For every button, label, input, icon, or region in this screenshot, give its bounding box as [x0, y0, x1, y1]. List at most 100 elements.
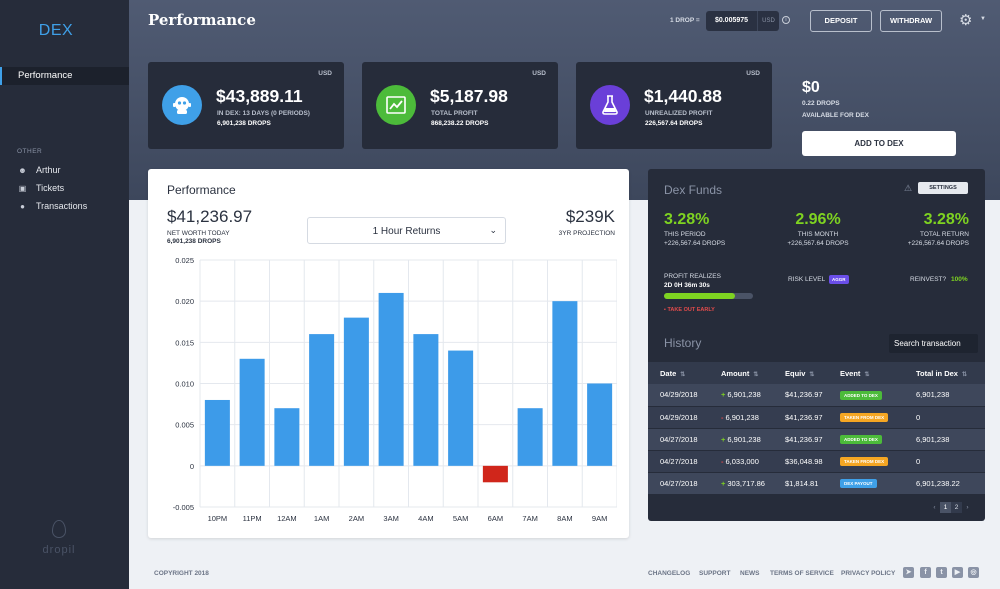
prev-page-icon[interactable]: ‹: [933, 504, 936, 511]
y-tick-label: 0: [190, 462, 194, 471]
sidebar-item-tickets[interactable]: ▣ Tickets: [17, 183, 64, 193]
column-header-date[interactable]: Date ⇅: [648, 362, 709, 384]
rate-label: 1 DROP =: [670, 17, 700, 24]
rate-display: $0.005975 USD: [706, 11, 779, 31]
warning-icon: ⚠: [904, 183, 913, 193]
y-tick-label: 0.005: [175, 421, 194, 430]
sidebar-item-arthur[interactable]: ☻ Arthur: [17, 165, 60, 175]
footer-logo: dropil: [38, 520, 80, 556]
risk-level-badge[interactable]: AGGR: [829, 275, 849, 284]
stat-card-in-dex: USD $43,889.11 IN DEX: 13 DAYS (0 PERIOD…: [148, 62, 344, 149]
facebook-icon[interactable]: f: [920, 567, 931, 578]
settings-button[interactable]: SETTINGS: [918, 182, 968, 194]
funds-stat-pct: 2.96%: [795, 211, 841, 228]
twitter-icon[interactable]: t: [936, 567, 947, 578]
chevron-down-icon[interactable]: ▼: [980, 16, 986, 22]
withdraw-button[interactable]: WITHDRAW: [880, 10, 942, 32]
stat-amount: $43,889.11: [216, 86, 303, 106]
y-tick-label: 0.015: [175, 338, 194, 347]
ticket-icon: ▣: [18, 183, 27, 193]
amount-sign: +: [721, 478, 726, 488]
net-worth-label: NET WORTH TODAY: [167, 230, 230, 237]
cell-event: TAKEN FROM DEX: [828, 406, 904, 429]
search-input[interactable]: [889, 334, 978, 353]
logo-wordmark: dropil: [42, 544, 76, 556]
page-2-button[interactable]: 2: [951, 502, 962, 513]
amount-value: 6,901,238: [727, 434, 761, 444]
trash-icon: ▪: [664, 307, 668, 313]
take-out-early-link[interactable]: ▪ TAKE OUT EARLY: [664, 307, 715, 313]
cell-date: 04/29/2018: [648, 406, 709, 429]
table-row[interactable]: 04/27/2018-6,033,000 $36,048.98 TAKEN FROM…: [648, 450, 985, 473]
robot-icon: [162, 85, 202, 125]
youtube-icon[interactable]: ▶: [952, 567, 963, 578]
cell-date: 04/29/2018: [648, 384, 709, 407]
amount-value: 303,717.86: [727, 478, 765, 488]
cell-equiv: $1,814.81: [773, 472, 828, 495]
x-tick-label: 4AM: [418, 514, 433, 523]
currency-label: USD: [318, 70, 332, 77]
sort-icon: ⇅: [961, 371, 967, 378]
table-row[interactable]: 04/29/2018 +6,901,238 $41,236.97 ADDED TO D…: [648, 384, 985, 407]
bar-1am: [309, 334, 335, 466]
stat-card-unrealized-profit: USD $1,440.88 UNREALIZED PROFIT 226,567.…: [576, 62, 772, 149]
gear-icon[interactable]: ⚙: [959, 12, 973, 29]
add-to-dex-button[interactable]: ADD TO DEX: [802, 131, 956, 156]
stat-label: TOTAL PROFIT: [431, 110, 478, 117]
available-for-dex: $0 0.22 DROPS AVAILABLE FOR DEX: [802, 79, 869, 119]
brand-logo[interactable]: DEX: [38, 22, 74, 39]
column-header-total[interactable]: Total in Dex ⇅: [904, 362, 985, 384]
deposit-button[interactable]: DEPOSIT: [810, 10, 872, 32]
net-worth-drops: 6,901,238 DROPS: [167, 238, 221, 245]
available-amount: $0: [802, 79, 820, 96]
footer-link-news[interactable]: NEWS: [740, 570, 760, 577]
telegram-icon[interactable]: ➤: [903, 567, 914, 578]
user-icon: ☻: [18, 165, 27, 175]
bar-5am: [448, 350, 474, 466]
sidebar-item-transactions[interactable]: ● Transactions: [17, 201, 87, 211]
column-header-equiv[interactable]: Equiv ⇅: [773, 362, 828, 384]
footer-link-changelog[interactable]: CHANGELOG: [648, 570, 691, 577]
stat-drops: 6,901,238 DROPS: [217, 120, 271, 127]
cell-total: 6,901,238: [904, 384, 985, 407]
column-header-event[interactable]: Event ⇅: [828, 362, 904, 384]
instagram-icon[interactable]: ◎: [968, 567, 979, 578]
profit-realizes-label: PROFIT REALIZES: [664, 273, 721, 280]
cell-amount: -6,033,000: [709, 450, 773, 473]
currency-label: USD: [746, 70, 760, 77]
sidebar-item-performance[interactable]: Performance: [0, 67, 129, 85]
returns-select[interactable]: 1 Hour Returns ⌄: [307, 217, 506, 244]
page-1-button[interactable]: 1: [940, 502, 951, 513]
returns-bar-chart: -0.005 0 0.005 0.010 0.015 0.020 0.025 10PM 11PM…: [173, 256, 617, 523]
next-page-icon[interactable]: ›: [966, 504, 969, 511]
currency-label: USD: [532, 70, 546, 77]
footer-link-terms[interactable]: TERMS OF SERVICE: [770, 570, 834, 577]
x-tick-label: 1AM: [314, 514, 329, 523]
stat-card-total-profit: USD $5,187.98 TOTAL PROFIT 868,238.22 DR…: [362, 62, 558, 149]
cell-total: 0: [904, 450, 985, 473]
table-row[interactable]: 04/29/2018-6,901,238 $41,236.97 TAKEN FROM…: [648, 406, 985, 429]
bar-10pm: [204, 399, 230, 466]
panel-title: Dex Funds: [664, 183, 723, 197]
x-tick-label: 7AM: [522, 514, 537, 523]
profit-realizes-time: 2D 0H 36m 30s: [664, 282, 710, 289]
column-header-amount[interactable]: Amount ⇅: [709, 362, 773, 384]
flask-icon: [590, 85, 630, 125]
rate-currency: USD: [757, 11, 779, 31]
table-row[interactable]: 04/27/2018 +6,901,238 $41,236.97 ADDED TO D…: [648, 428, 985, 451]
cell-equiv: $41,236.97: [773, 428, 828, 451]
performance-panel: Performance $41,236.97 NET WORTH TODAY 6…: [148, 169, 629, 538]
footer-link-privacy[interactable]: PRIVACY POLICY: [841, 570, 896, 577]
cell-event: DEX PAYOUT: [828, 472, 904, 495]
funds-stat-label: THIS MONTH: [797, 231, 839, 238]
pagination: ‹ 1 2 ›: [929, 502, 973, 513]
info-icon[interactable]: i: [782, 16, 790, 24]
funds-stat-pct: 3.28%: [664, 211, 710, 228]
footer-link-support[interactable]: SUPPORT: [699, 570, 731, 577]
cell-event: ADDED TO DEX: [828, 428, 904, 451]
bar-8am: [552, 301, 578, 466]
sidebar-item-label: Performance: [18, 70, 73, 81]
table-row[interactable]: 04/27/2018 +303,717.86 $1,814.81 DEX PAYOUT…: [648, 472, 985, 495]
reinvest-value[interactable]: 100%: [951, 276, 968, 283]
rate-value: $0.005975: [714, 17, 749, 24]
